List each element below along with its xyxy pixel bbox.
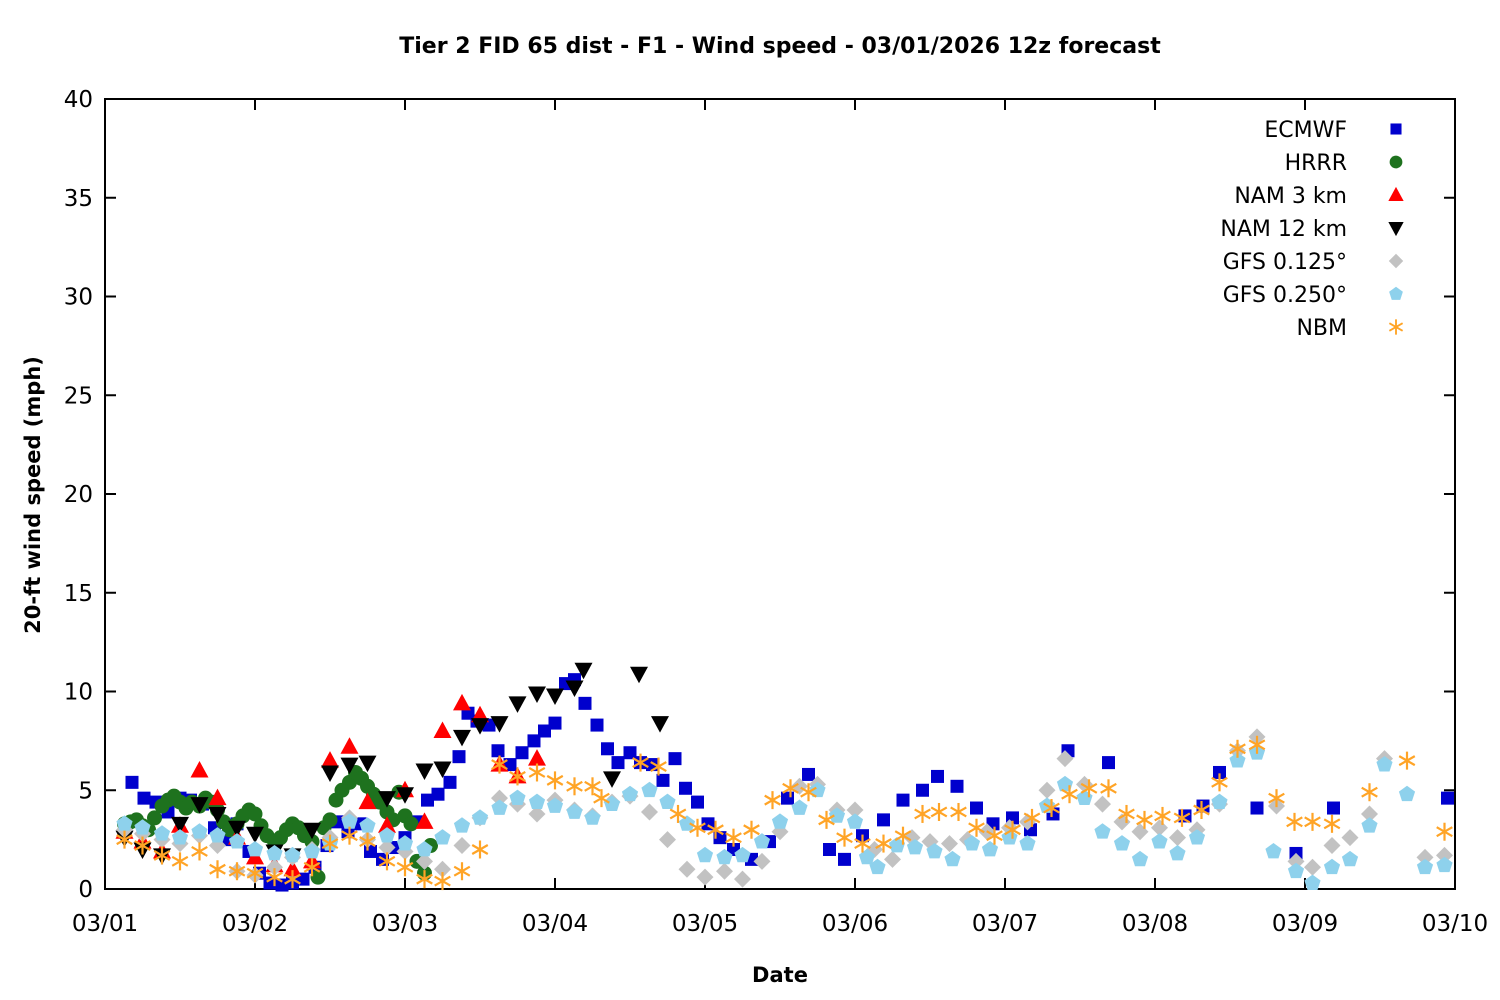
legend-marker — [1388, 319, 1404, 335]
x-tick-label: 03/06 — [822, 911, 888, 937]
legend-label: GFS 0.125° — [1223, 250, 1347, 275]
y-tick-label: 15 — [64, 581, 93, 607]
series-nbm — [116, 735, 1453, 891]
series-gfs-0-250- — [116, 744, 1453, 890]
x-tick-label: 03/03 — [372, 911, 438, 937]
legend-label: GFS 0.250° — [1223, 283, 1347, 308]
legend-marker — [1388, 222, 1404, 237]
legend-marker — [1390, 123, 1402, 135]
series-ecmwf — [125, 673, 1454, 892]
legend-item: NBM — [1296, 316, 1404, 341]
legend-marker — [1389, 155, 1403, 169]
legend-marker — [1388, 186, 1404, 201]
legend-label: NAM 12 km — [1220, 217, 1347, 242]
series-hrrr — [117, 764, 438, 885]
x-tick-label: 03/08 — [1122, 911, 1188, 937]
x-tick-label: 03/02 — [222, 911, 288, 937]
legend: ECMWF HRRR NAM 3 km NAM 12 km GFS 0.125° GFS … — [1220, 118, 1404, 341]
x-tick-label: 03/10 — [1422, 911, 1488, 937]
y-axis: 0 5 10 15 20 25 30 35 40 — [64, 87, 1455, 903]
y-tick-label: 20 — [64, 482, 93, 508]
y-tick-label: 30 — [64, 285, 93, 311]
legend-label: NBM — [1296, 316, 1347, 341]
legend-label: NAM 3 km — [1234, 184, 1347, 209]
x-axis-label: Date — [752, 963, 808, 987]
chart-title: Tier 2 FID 65 dist - F1 - Wind speed - 0… — [399, 34, 1161, 59]
x-tick-label: 03/07 — [972, 911, 1038, 937]
y-tick-label: 5 — [78, 778, 93, 804]
legend-item: GFS 0.250° — [1223, 283, 1403, 308]
legend-item: GFS 0.125° — [1223, 250, 1404, 275]
y-tick-label: 35 — [64, 186, 93, 212]
y-tick-label: 10 — [64, 680, 93, 706]
legend-item: ECMWF — [1264, 118, 1402, 143]
x-axis: 03/01 03/02 03/03 03/04 03/05 03/06 03/07 03/08… — [72, 99, 1488, 937]
x-tick-label: 03/01 — [72, 911, 138, 937]
y-tick-label: 40 — [64, 87, 93, 113]
legend-marker — [1389, 286, 1403, 300]
legend-label: HRRR — [1285, 151, 1347, 176]
legend-marker — [1388, 253, 1404, 269]
legend-item: NAM 3 km — [1234, 184, 1404, 209]
legend-item: HRRR — [1285, 151, 1403, 176]
y-tick-label: 0 — [78, 877, 93, 903]
x-tick-label: 03/04 — [522, 911, 588, 937]
y-tick-label: 25 — [64, 383, 93, 409]
x-tick-label: 03/05 — [672, 911, 738, 937]
legend-item: NAM 12 km — [1220, 217, 1404, 242]
legend-label: ECMWF — [1264, 118, 1347, 143]
x-tick-label: 03/09 — [1272, 911, 1338, 937]
